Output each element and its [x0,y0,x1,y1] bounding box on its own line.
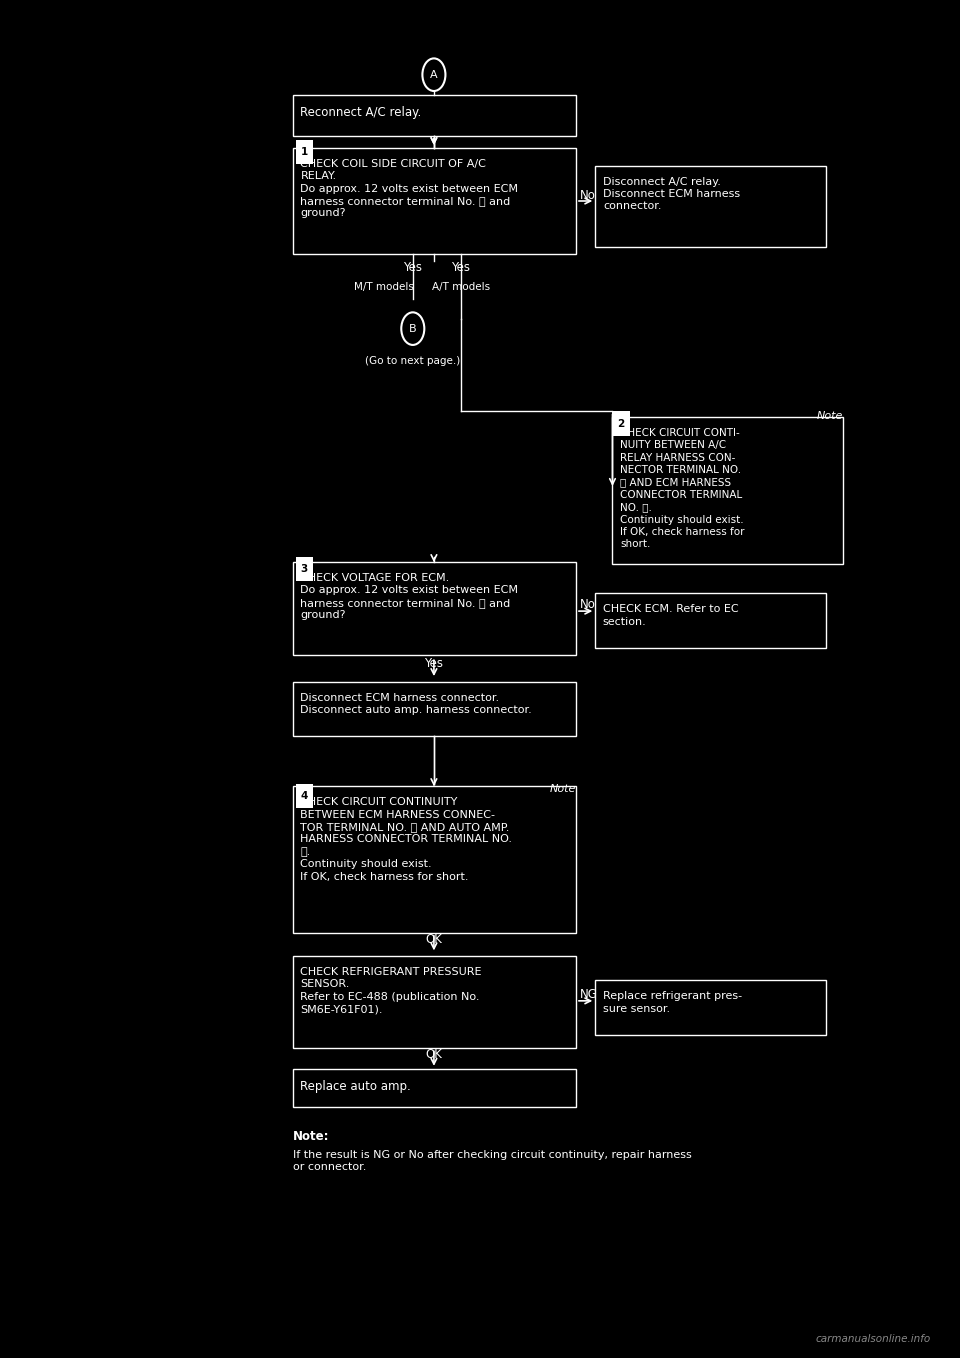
Bar [296,784,313,808]
Text: Yes: Yes [424,657,444,671]
Text: A: A [430,69,438,80]
Text: Replace refrigerant pres-
sure sensor.: Replace refrigerant pres- sure sensor. [603,991,742,1013]
Bar [293,682,576,736]
Text: 1: 1 [300,147,308,158]
Bar [293,95,576,136]
Text: CHECK CIRCUIT CONTI-
NUITY BETWEEN A/C
RELAY HARNESS CON-
NECTOR TERMINAL NO.
ⓗ : CHECK CIRCUIT CONTI- NUITY BETWEEN A/C R… [620,428,745,550]
Bar [293,1069,576,1107]
Text: 4: 4 [300,790,308,801]
Bar [612,417,843,564]
Bar [595,593,826,648]
Bar [293,786,576,933]
Text: 3: 3 [300,564,308,574]
Bar [293,562,576,655]
Text: Disconnect ECM harness connector.
Disconnect auto amp. harness connector.: Disconnect ECM harness connector. Discon… [300,693,532,714]
Bar [612,411,630,436]
Text: Disconnect A/C relay.
Disconnect ECM harness
connector.: Disconnect A/C relay. Disconnect ECM har… [603,177,740,212]
Bar [293,148,576,254]
Text: CHECK ECM. Refer to EC
section.: CHECK ECM. Refer to EC section. [603,604,738,626]
Text: CHECK COIL SIDE CIRCUIT OF A/C
RELAY.
Do approx. 12 volts exist between ECM
harn: CHECK COIL SIDE CIRCUIT OF A/C RELAY. Do… [300,159,518,219]
Text: CHECK REFRIGERANT PRESSURE
SENSOR.
Refer to EC-488 (publication No.
SM6E-Y61F01): CHECK REFRIGERANT PRESSURE SENSOR. Refer… [300,967,482,1014]
Bar [595,166,826,247]
Text: CHECK CIRCUIT CONTINUITY
BETWEEN ECM HARNESS CONNEC-
TOR TERMINAL NO. ⓘ AND AUTO: CHECK CIRCUIT CONTINUITY BETWEEN ECM HAR… [300,797,513,881]
Text: Replace auto amp.: Replace auto amp. [300,1080,411,1093]
Text: Reconnect A/C relay.: Reconnect A/C relay. [300,106,421,120]
Text: Note: Note [550,784,576,793]
Text: No: No [580,598,596,611]
Text: No: No [580,189,596,202]
Text: If the result is NG or No after checking circuit continuity, repair harness
or c: If the result is NG or No after checking… [293,1150,691,1172]
Text: carmanualsonline.info: carmanualsonline.info [816,1335,931,1344]
Text: M/T models: M/T models [354,282,414,292]
Text: CHECK VOLTAGE FOR ECM.
Do approx. 12 volts exist between ECM
harness connector t: CHECK VOLTAGE FOR ECM. Do approx. 12 vol… [300,573,518,621]
Text: Note: Note [817,411,843,421]
Text: Yes: Yes [451,261,470,274]
Text: NG: NG [580,987,598,1001]
Text: B: B [409,323,417,334]
Text: 2: 2 [617,418,625,429]
Text: (Go to next page.): (Go to next page.) [365,356,461,365]
Text: A/T models: A/T models [432,282,490,292]
Text: OK: OK [425,1048,443,1062]
Bar [293,956,576,1048]
Text: Note:: Note: [293,1130,329,1143]
Text: OK: OK [425,933,443,947]
Bar [296,140,313,164]
Bar [296,557,313,581]
Bar [595,980,826,1035]
Text: Yes: Yes [403,261,422,274]
